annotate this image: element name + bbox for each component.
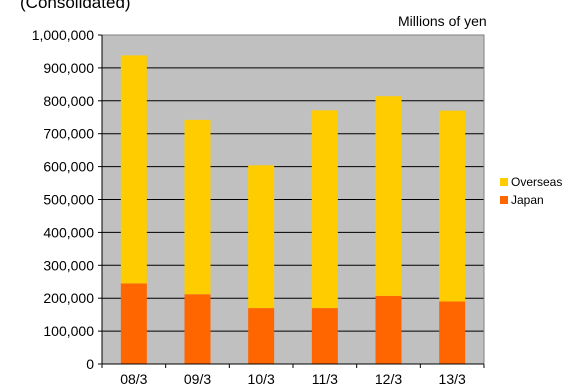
x-tick-label: 10/3 bbox=[248, 371, 275, 387]
y-tick-label: 1,000,000 bbox=[32, 27, 94, 43]
legend-item-japan: Japan bbox=[500, 191, 562, 209]
y-tick-label: 400,000 bbox=[43, 224, 94, 240]
legend-swatch-overseas bbox=[500, 178, 508, 186]
y-tick-label: 300,000 bbox=[43, 257, 94, 273]
bar-japan-10-3 bbox=[248, 308, 275, 364]
bar-overseas-12-3 bbox=[375, 96, 402, 296]
bar-overseas-11-3 bbox=[311, 110, 338, 309]
bar-overseas-10-3 bbox=[248, 165, 275, 309]
y-tick-label: 500,000 bbox=[43, 192, 94, 208]
legend-label-japan: Japan bbox=[511, 193, 544, 207]
y-tick-label: 800,000 bbox=[43, 93, 94, 109]
legend-swatch-japan bbox=[500, 196, 508, 204]
x-tick-label: 11/3 bbox=[312, 371, 338, 387]
y-tick-label: 900,000 bbox=[43, 60, 94, 76]
legend-item-overseas: Overseas bbox=[500, 173, 562, 191]
legend: Overseas Japan bbox=[500, 173, 562, 209]
x-tick-label: 12/3 bbox=[375, 371, 402, 387]
x-tick-label: 08/3 bbox=[120, 371, 147, 387]
y-tick-label: 700,000 bbox=[43, 126, 94, 142]
bar-overseas-08-3 bbox=[120, 55, 147, 284]
x-tick-label: 13/3 bbox=[439, 371, 466, 387]
bar-japan-09-3 bbox=[184, 294, 211, 364]
y-tick-label: 200,000 bbox=[43, 290, 94, 306]
y-tick-label: 0 bbox=[86, 356, 94, 372]
legend-label-overseas: Overseas bbox=[511, 175, 563, 189]
bar-overseas-09-3 bbox=[184, 119, 211, 295]
bar-japan-11-3 bbox=[311, 308, 338, 364]
bar-overseas-13-3 bbox=[439, 110, 466, 302]
bar-japan-08-3 bbox=[120, 283, 147, 364]
unit-label: Millions of yen bbox=[398, 13, 487, 29]
y-tick-label: 100,000 bbox=[43, 323, 94, 339]
bar-japan-12-3 bbox=[375, 295, 402, 364]
x-tick-label: 09/3 bbox=[184, 371, 211, 387]
bar-japan-13-3 bbox=[439, 301, 466, 364]
y-tick-label: 600,000 bbox=[43, 159, 94, 175]
chart-subtitle: (Consolidated) bbox=[20, 0, 131, 12]
